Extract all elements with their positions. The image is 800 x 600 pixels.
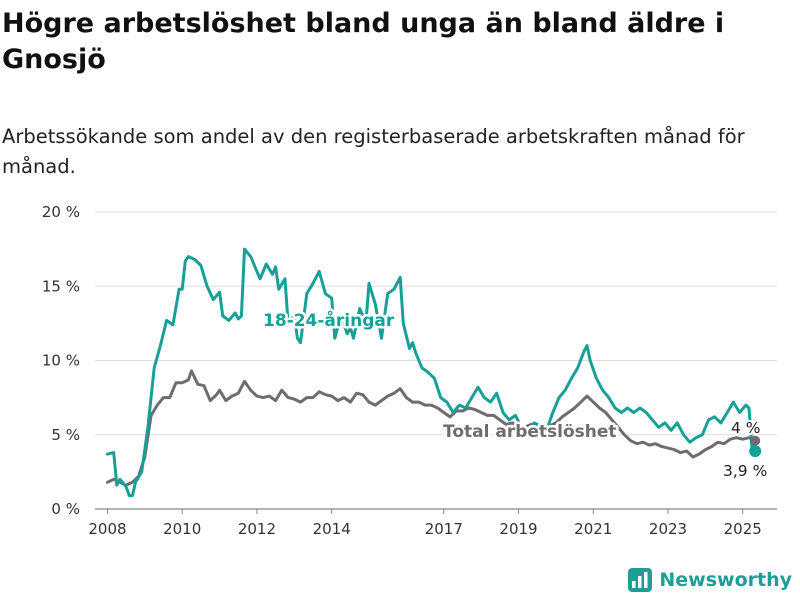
x-tick-label: 2023 bbox=[649, 520, 687, 538]
y-tick-label: 20 % bbox=[42, 203, 80, 221]
x-tick-label: 2014 bbox=[313, 520, 351, 538]
x-tick-label: 2017 bbox=[425, 520, 463, 538]
y-tick-label: 5 % bbox=[51, 426, 80, 444]
series-line bbox=[106, 247, 757, 498]
y-axis-tick-labels: 0 % 5 % 10 % 15 % 20 % bbox=[42, 203, 80, 518]
page-title: Högre arbetslöshet bland unga än bland ä… bbox=[2, 8, 725, 75]
chart-subtitle: Arbetssökande som andel av den registerb… bbox=[2, 125, 745, 178]
newsworthy-logo: Newsworthy bbox=[628, 568, 792, 592]
chart-labels: 18-24-åringar Total arbetslöshet 4 % 3,9 % bbox=[261, 307, 770, 483]
x-tick-label: 2025 bbox=[724, 520, 762, 538]
newsworthy-bar-chart-icon bbox=[628, 568, 653, 592]
series-label: 18-24-åringar bbox=[263, 309, 395, 331]
series-line bbox=[106, 369, 757, 487]
end-value-label: 3,9 % bbox=[723, 462, 767, 480]
x-tick-label: 2010 bbox=[163, 520, 201, 538]
end-value-label: 4 % bbox=[731, 419, 761, 437]
series-end-marker bbox=[750, 435, 761, 446]
x-tick-label: 2019 bbox=[499, 520, 537, 538]
chart-series bbox=[106, 247, 762, 498]
y-tick-label: 15 % bbox=[42, 277, 80, 295]
x-tick-label: 2012 bbox=[238, 520, 276, 538]
y-tick-label: 10 % bbox=[42, 352, 80, 370]
x-axis: 2008 2010 2012 2014 2017 2019 2021 2023 2025 bbox=[88, 509, 762, 538]
series-end-marker bbox=[749, 445, 762, 458]
series-label: Total arbetslöshet bbox=[443, 422, 617, 442]
x-tick-label: 2008 bbox=[88, 520, 126, 538]
y-tick-label: 0 % bbox=[51, 500, 80, 518]
grid-lines bbox=[95, 211, 777, 510]
x-tick-label: 2021 bbox=[574, 520, 612, 538]
brand-name: Newsworthy bbox=[659, 569, 792, 591]
